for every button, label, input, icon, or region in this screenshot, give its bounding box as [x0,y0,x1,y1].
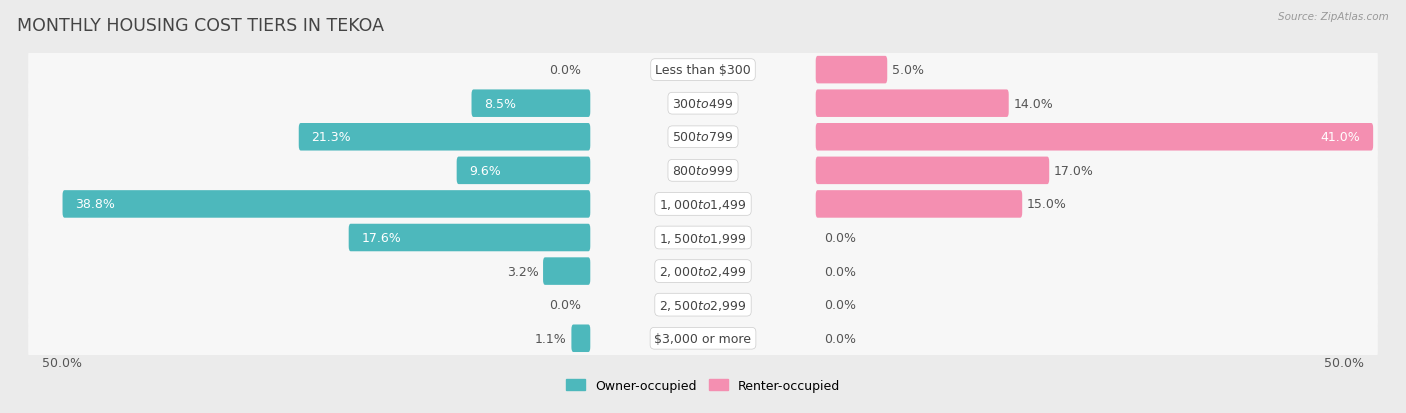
FancyBboxPatch shape [28,147,1378,196]
Text: Less than $300: Less than $300 [655,64,751,77]
Text: 50.0%: 50.0% [42,356,82,369]
FancyBboxPatch shape [28,46,1378,94]
FancyBboxPatch shape [298,124,591,151]
Text: 21.3%: 21.3% [312,131,352,144]
FancyBboxPatch shape [28,113,1378,161]
FancyBboxPatch shape [28,280,1378,330]
FancyBboxPatch shape [28,214,1378,263]
Text: $1,500 to $1,999: $1,500 to $1,999 [659,231,747,245]
FancyBboxPatch shape [815,124,1374,151]
Text: Source: ZipAtlas.com: Source: ZipAtlas.com [1278,12,1389,22]
FancyBboxPatch shape [28,147,1378,195]
Legend: Owner-occupied, Renter-occupied: Owner-occupied, Renter-occupied [561,374,845,397]
FancyBboxPatch shape [28,79,1378,129]
Text: 1.1%: 1.1% [534,332,567,345]
Text: 17.6%: 17.6% [361,231,401,244]
FancyBboxPatch shape [28,214,1378,262]
FancyBboxPatch shape [815,191,1022,218]
FancyBboxPatch shape [28,314,1378,363]
FancyBboxPatch shape [349,224,591,252]
FancyBboxPatch shape [28,247,1378,297]
Text: 3.2%: 3.2% [506,265,538,278]
Text: 50.0%: 50.0% [1324,356,1364,369]
FancyBboxPatch shape [571,325,591,352]
Text: $800 to $999: $800 to $999 [672,164,734,178]
Text: $500 to $799: $500 to $799 [672,131,734,144]
FancyBboxPatch shape [28,280,1378,329]
Text: $300 to $499: $300 to $499 [672,97,734,110]
FancyBboxPatch shape [28,180,1378,228]
Text: $1,000 to $1,499: $1,000 to $1,499 [659,197,747,211]
FancyBboxPatch shape [543,258,591,285]
Text: 0.0%: 0.0% [550,299,582,311]
Text: $2,000 to $2,499: $2,000 to $2,499 [659,264,747,278]
Text: 38.8%: 38.8% [76,198,115,211]
Text: 0.0%: 0.0% [824,231,856,244]
Text: 15.0%: 15.0% [1026,198,1067,211]
FancyBboxPatch shape [28,180,1378,230]
FancyBboxPatch shape [28,314,1378,362]
Text: 9.6%: 9.6% [470,164,502,178]
FancyBboxPatch shape [815,57,887,84]
Text: 0.0%: 0.0% [824,332,856,345]
Text: 14.0%: 14.0% [1014,97,1053,110]
Text: 0.0%: 0.0% [550,64,582,77]
Text: 17.0%: 17.0% [1054,164,1094,178]
FancyBboxPatch shape [28,46,1378,95]
FancyBboxPatch shape [28,247,1378,295]
FancyBboxPatch shape [62,191,591,218]
Text: $2,500 to $2,999: $2,500 to $2,999 [659,298,747,312]
Text: 0.0%: 0.0% [824,299,856,311]
FancyBboxPatch shape [815,157,1049,185]
Text: 5.0%: 5.0% [891,64,924,77]
FancyBboxPatch shape [28,113,1378,163]
Text: 8.5%: 8.5% [484,97,516,110]
FancyBboxPatch shape [815,90,1008,118]
Text: 41.0%: 41.0% [1320,131,1361,144]
Text: 0.0%: 0.0% [824,265,856,278]
FancyBboxPatch shape [28,79,1378,128]
Text: $3,000 or more: $3,000 or more [655,332,751,345]
Text: MONTHLY HOUSING COST TIERS IN TEKOA: MONTHLY HOUSING COST TIERS IN TEKOA [17,17,384,34]
FancyBboxPatch shape [457,157,591,185]
FancyBboxPatch shape [471,90,591,118]
